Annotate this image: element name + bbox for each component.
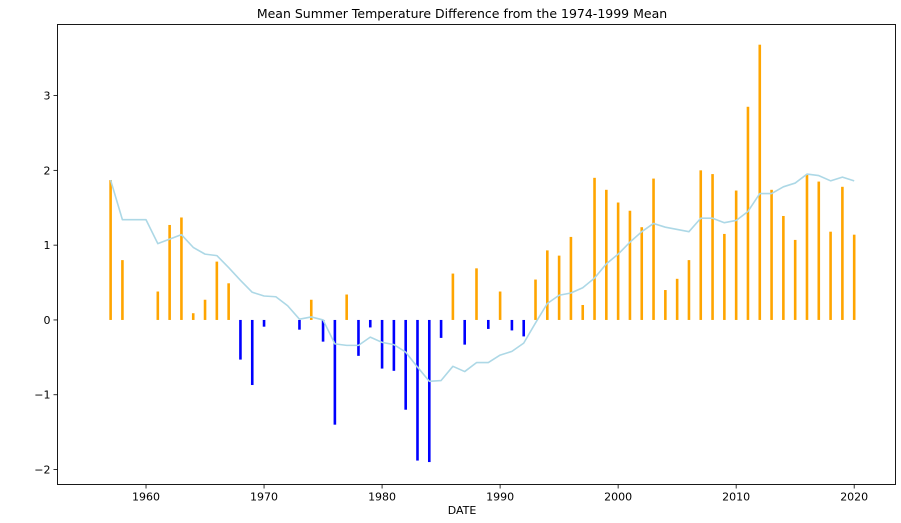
bar-2009 [723, 233, 726, 320]
bar-1977 [345, 294, 348, 320]
x-tick-label-1990: 1990 [486, 491, 514, 504]
x-tick-label-1980: 1980 [368, 491, 396, 504]
bar-2008 [711, 174, 714, 320]
bar-1991 [510, 319, 514, 331]
bar-1983 [416, 319, 419, 461]
y-tick-label-0: 0 [44, 314, 51, 327]
x-tick-label-2010: 2010 [722, 491, 750, 504]
bar-1973 [298, 319, 301, 330]
y-tick-label-1: 1 [44, 239, 51, 252]
bar-1993 [534, 279, 537, 320]
bar-2012 [758, 44, 762, 320]
bar-1966 [215, 261, 219, 320]
bar-1985 [439, 319, 443, 338]
bar-2001 [628, 210, 632, 320]
bar-1975 [321, 319, 325, 342]
bar-1998 [593, 177, 596, 320]
bar-2010 [734, 190, 738, 320]
bar-1968 [239, 319, 242, 360]
x-tick-label-1970: 1970 [250, 491, 278, 504]
rolling-mean-line [109, 173, 855, 383]
bar-1965 [203, 299, 207, 320]
bar-1963 [180, 217, 183, 320]
bar-1989 [487, 319, 490, 329]
bar-2014 [782, 215, 785, 320]
bar-1962 [168, 224, 171, 320]
x-axis: 1960 1970 1980 1990 2000 2010 2020 [132, 484, 868, 504]
plot-frame [57, 24, 896, 485]
bar-1957 [109, 180, 112, 320]
bar-2011 [746, 106, 750, 320]
bar-1990 [498, 291, 502, 320]
bar-2019 [841, 186, 844, 320]
bar-1995 [557, 255, 561, 320]
bar-2002 [640, 227, 644, 320]
bar-1970 [262, 319, 266, 327]
bar-1961 [156, 291, 160, 320]
bar-2015 [793, 239, 797, 320]
bar-1974 [309, 299, 313, 320]
bar-1976 [333, 319, 337, 425]
bar-1964 [191, 313, 195, 320]
bar-1982 [404, 319, 407, 410]
bar-1992 [522, 319, 526, 337]
bar-1980 [380, 319, 384, 369]
bar-2003 [652, 178, 655, 320]
bar-1996 [569, 236, 573, 320]
y-tick-label-2: 2 [44, 164, 51, 177]
bar-1958 [121, 260, 124, 320]
rolling-mean-layer [109, 173, 855, 383]
chart-title: Mean Summer Temperature Difference from … [257, 6, 667, 21]
bar-2000 [616, 202, 620, 320]
bar-2005 [675, 278, 679, 320]
bar-1999 [605, 189, 608, 320]
x-tick-label-1960: 1960 [132, 491, 160, 504]
bar-2017 [817, 181, 821, 320]
bar-1979 [368, 319, 372, 328]
bar-2006 [687, 260, 691, 320]
bar-1994 [546, 250, 549, 320]
bar-1969 [250, 319, 254, 386]
bar-1988 [475, 268, 478, 320]
x-tick-label-2000: 2000 [604, 491, 632, 504]
bar-1984 [427, 319, 431, 463]
bar-2018 [829, 231, 832, 320]
bar-2016 [805, 174, 809, 320]
x-axis-title: DATE [448, 504, 477, 517]
bar-2013 [770, 189, 773, 320]
bar-1967 [227, 283, 230, 320]
bar-1987 [463, 319, 466, 345]
bars-layer [109, 44, 856, 463]
bar-1978 [357, 319, 360, 356]
bar-2020 [852, 234, 856, 320]
y-tick-label--1: −1 [34, 389, 50, 402]
bar-1986 [451, 273, 455, 320]
y-tick-label-3: 3 [44, 90, 51, 103]
bar-2007 [699, 170, 703, 320]
bar-2004 [664, 290, 667, 320]
y-axis: −2 −1 0 1 2 3 [34, 90, 58, 477]
y-tick-label--2: −2 [34, 464, 50, 477]
bar-1997 [581, 304, 585, 320]
x-tick-label-2020: 2020 [840, 491, 868, 504]
